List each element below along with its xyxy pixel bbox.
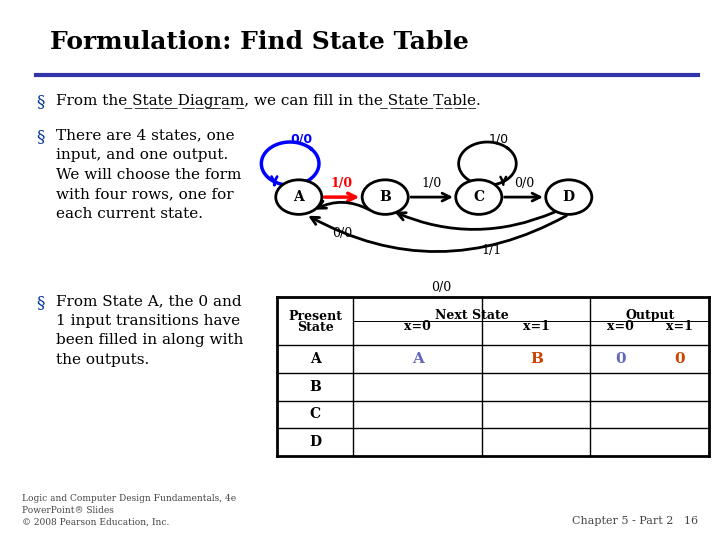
Text: A: A [310, 352, 320, 366]
Circle shape [546, 180, 592, 214]
Text: Chapter 5 - Part 2   16: Chapter 5 - Part 2 16 [572, 516, 698, 526]
Text: There are 4 states, one
input, and one output.
We will choose the form
with four: There are 4 states, one input, and one o… [56, 129, 241, 220]
Text: State: State [297, 321, 333, 334]
Text: Logic and Computer Design Fundamentals, 4e
PowerPoint® Slides
© 2008 Pearson Edu: Logic and Computer Design Fundamentals, … [22, 494, 235, 526]
Text: §: § [36, 294, 45, 311]
Text: 1/0: 1/0 [422, 177, 442, 190]
Circle shape [362, 180, 408, 214]
Text: B: B [530, 352, 543, 366]
Text: 0/0: 0/0 [431, 281, 451, 294]
Text: C: C [473, 190, 485, 204]
Text: 0/0: 0/0 [513, 177, 534, 190]
Text: B: B [309, 380, 321, 394]
Text: D: D [563, 190, 575, 204]
Text: §: § [36, 93, 45, 110]
Text: Present: Present [288, 310, 342, 323]
Text: 1/1: 1/1 [481, 244, 502, 256]
Text: 0: 0 [615, 352, 626, 366]
Text: x=1: x=1 [666, 320, 693, 333]
Circle shape [276, 180, 322, 214]
Text: §: § [36, 129, 45, 145]
Text: 0: 0 [674, 352, 685, 366]
FancyArrowPatch shape [325, 193, 356, 201]
Text: B: B [379, 190, 391, 204]
Text: D: D [309, 435, 321, 449]
Text: A: A [294, 190, 304, 204]
FancyArrowPatch shape [311, 215, 567, 252]
Text: A: A [412, 352, 423, 366]
FancyArrowPatch shape [505, 193, 540, 201]
Text: C: C [310, 408, 320, 422]
Circle shape [456, 180, 502, 214]
Text: 0/0: 0/0 [290, 133, 312, 146]
Text: 0/0: 0/0 [332, 227, 352, 240]
Text: x=0: x=0 [607, 320, 634, 333]
FancyArrowPatch shape [318, 201, 369, 210]
FancyArrowPatch shape [411, 193, 450, 201]
Text: Output: Output [625, 309, 675, 322]
Text: x=0: x=0 [404, 320, 431, 333]
Text: From the ̲S̲t̲a̲t̲e̲ ̲D̲i̲a̲g̲r̲a̲m̲, we can fill in the ̲S̲t̲a̲t̲e̲ ̲T̲a̲b̲l̲e̲: From the ̲S̲t̲a̲t̲e̲ ̲D̲i̲a̲g̲r̲a̲m̲, we… [56, 93, 481, 108]
Text: x=1: x=1 [523, 320, 550, 333]
Text: Next State: Next State [435, 309, 508, 322]
Text: 1/0: 1/0 [489, 133, 509, 146]
FancyArrowPatch shape [397, 212, 554, 230]
Text: Formulation: Find State Table: Formulation: Find State Table [50, 30, 469, 53]
Text: 1/0: 1/0 [331, 177, 353, 190]
Text: From State A, the 0 and
1 input transitions have
been filled in along with
the o: From State A, the 0 and 1 input transiti… [56, 294, 243, 367]
Bar [277, 297, 709, 456]
